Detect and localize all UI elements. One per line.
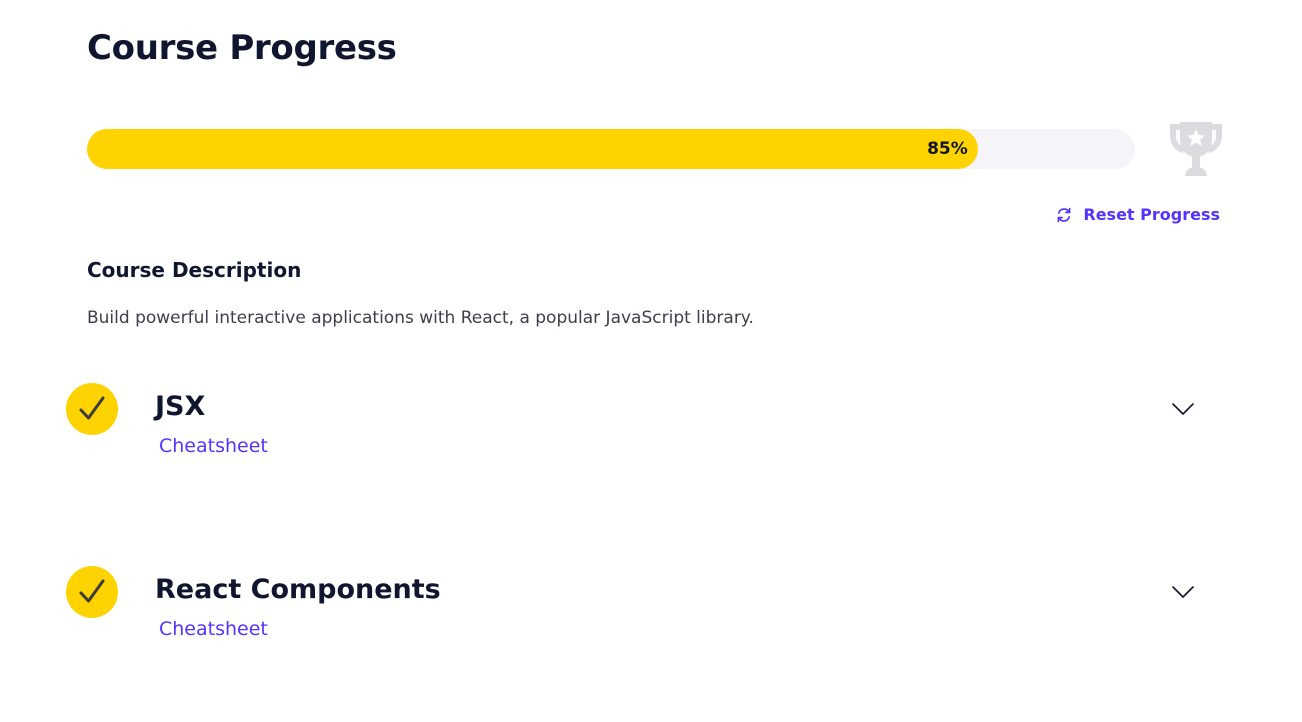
checkmark-icon: [66, 566, 118, 618]
reset-progress-button[interactable]: Reset Progress: [1055, 205, 1220, 224]
trophy-icon: [1166, 120, 1226, 180]
page-title: Course Progress: [87, 28, 397, 68]
course-progress-bar: 85%: [87, 129, 1135, 169]
cheatsheet-link[interactable]: Cheatsheet: [159, 618, 268, 640]
course-description-text: Build powerful interactive applications …: [87, 308, 754, 328]
reset-progress-label: Reset Progress: [1083, 205, 1220, 224]
course-description-heading: Course Description: [87, 258, 302, 282]
module-item-jsx: JSX Cheatsheet: [66, 383, 1206, 473]
cheatsheet-link[interactable]: Cheatsheet: [159, 435, 268, 457]
chevron-down-icon[interactable]: [1169, 580, 1197, 604]
module-title: JSX: [155, 391, 206, 422]
progress-percent-label: 85%: [927, 139, 968, 159]
refresh-icon: [1055, 206, 1073, 224]
progress-bar-fill: 85%: [87, 129, 978, 169]
module-item-react-components: React Components Cheatsheet: [66, 566, 1206, 656]
checkmark-icon: [66, 383, 118, 435]
chevron-down-icon[interactable]: [1169, 397, 1197, 421]
module-title: React Components: [155, 574, 441, 605]
